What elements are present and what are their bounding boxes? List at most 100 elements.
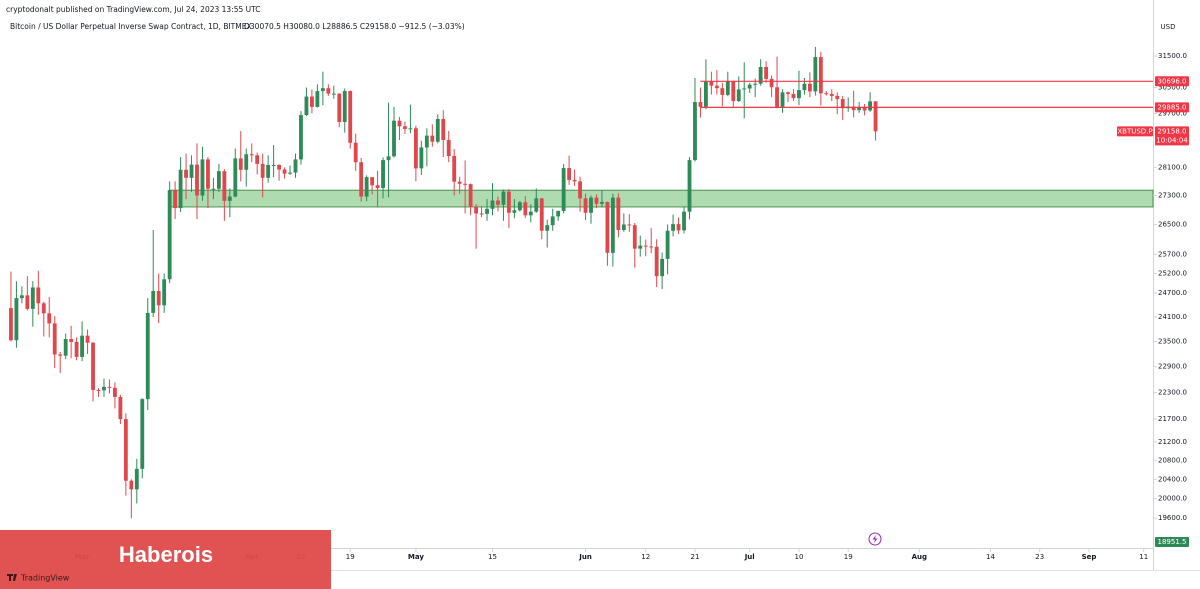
x-tick-label: Jun [578, 553, 592, 561]
level-label-box [1155, 102, 1189, 113]
candle-body [74, 341, 79, 357]
candle-body [255, 155, 260, 164]
candle-body [293, 159, 298, 173]
last-price-box [1155, 126, 1189, 146]
candle-body [528, 211, 533, 216]
brand-logo [7, 574, 17, 581]
candle-body [381, 160, 385, 189]
candle-body [413, 128, 418, 169]
symbol-box [1117, 126, 1153, 137]
candle-body [244, 154, 249, 170]
candle-body [698, 102, 703, 107]
candle-body [643, 245, 648, 247]
candle-body [687, 160, 692, 212]
y-tick-label: 20800.0 [1158, 456, 1187, 464]
candle-body [835, 95, 840, 100]
candle-body [364, 177, 369, 197]
candle-body [627, 224, 632, 226]
plot-area [9, 46, 1154, 519]
x-tick-label: May [408, 553, 424, 561]
candle-body [145, 312, 150, 400]
candle-body [868, 101, 873, 111]
candle-body [304, 96, 309, 116]
candle-body [857, 106, 862, 111]
y-tick-label: 29700.0 [1158, 109, 1187, 117]
candle-body [271, 164, 276, 166]
candle-body [610, 197, 615, 253]
candle-body [671, 224, 676, 231]
candle-body [824, 93, 829, 95]
y-tick-label: 23500.0 [1158, 337, 1187, 345]
candle-body [216, 171, 221, 189]
candle-body [534, 198, 539, 212]
candle-body [63, 338, 68, 356]
candle-body [523, 202, 528, 216]
candle-body [786, 92, 790, 94]
x-tick-label: 15 [488, 553, 497, 561]
event-icon [868, 532, 882, 546]
candle-body [156, 291, 161, 306]
candle-body [829, 93, 834, 96]
candle-body [780, 92, 785, 107]
candle-body [58, 354, 63, 356]
candle-body [539, 198, 544, 231]
candle-body [802, 83, 807, 91]
candle-body [348, 91, 353, 143]
candle-body [134, 468, 139, 490]
y-tick-label: 28100.0 [1158, 163, 1187, 171]
x-tick-label: 23 [1035, 553, 1044, 561]
x-tick-label: 10 [794, 553, 803, 561]
candle-body [567, 168, 572, 180]
candle-body [818, 57, 823, 94]
candle-body [676, 224, 681, 231]
candle-body [682, 211, 686, 231]
candle-body [353, 142, 358, 163]
candle-body [320, 88, 325, 92]
candle-body [594, 197, 599, 204]
candle-body [266, 164, 271, 178]
candle-body [862, 106, 867, 111]
watermark-box [0, 530, 331, 589]
candle-body [96, 389, 101, 391]
y-tick-label: 31500.0 [1158, 52, 1187, 60]
candle-body [775, 87, 779, 107]
candle-body [736, 89, 741, 102]
candle-body [25, 295, 30, 309]
candle-body [200, 159, 205, 196]
candle-body [616, 197, 621, 230]
x-tick-label: 12 [641, 553, 650, 561]
watermark-text: Haberois [119, 542, 213, 567]
candle-body [375, 185, 380, 189]
candle-body [129, 480, 134, 490]
low-marker-box [1155, 537, 1189, 547]
candle-body [479, 213, 484, 215]
candle-body [605, 201, 610, 253]
support-zone [169, 189, 1154, 208]
candle-body [19, 295, 24, 299]
candle-body [583, 198, 588, 213]
candle-body [501, 191, 506, 205]
candle-body [69, 338, 74, 342]
candle-body [873, 101, 878, 132]
candle-body [807, 83, 812, 92]
candle-body [764, 66, 769, 79]
y-tick-label: 21200.0 [1158, 438, 1187, 446]
candle-body [419, 147, 424, 169]
candle-body [211, 188, 216, 190]
candle-body [517, 202, 522, 211]
candle-body [370, 177, 375, 186]
x-tick-label: 21 [691, 553, 700, 561]
candle-body [47, 313, 52, 324]
candle-body [654, 246, 659, 277]
candle-body [725, 81, 730, 95]
candle-body [282, 169, 287, 174]
candle-body [167, 190, 172, 280]
x-tick-label: Sep [1082, 553, 1097, 561]
candle-body [113, 387, 117, 397]
candle-body [41, 303, 46, 314]
candle-body [693, 102, 697, 161]
candle-body [299, 115, 303, 160]
candle-body [753, 83, 758, 85]
candle-body [441, 119, 446, 141]
candle-body [561, 168, 566, 211]
